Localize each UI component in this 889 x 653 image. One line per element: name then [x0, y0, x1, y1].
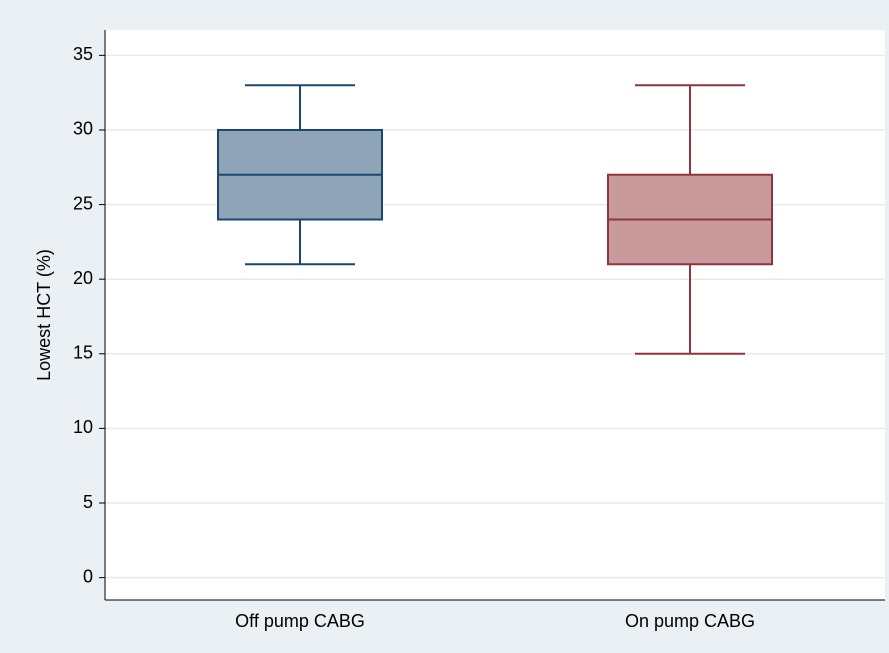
y-axis-label: Lowest HCT (%)	[34, 249, 54, 381]
y-tick-label: 30	[73, 119, 93, 139]
y-tick-label: 10	[73, 417, 93, 437]
y-tick-label: 15	[73, 343, 93, 363]
y-tick-label: 5	[83, 492, 93, 512]
y-tick-label: 20	[73, 268, 93, 288]
x-tick-label: On pump CABG	[625, 611, 755, 631]
plot-region	[105, 30, 885, 600]
x-tick-label: Off pump CABG	[235, 611, 365, 631]
y-tick-label: 0	[83, 566, 93, 586]
y-tick-label: 35	[73, 44, 93, 64]
y-tick-label: 25	[73, 193, 93, 213]
